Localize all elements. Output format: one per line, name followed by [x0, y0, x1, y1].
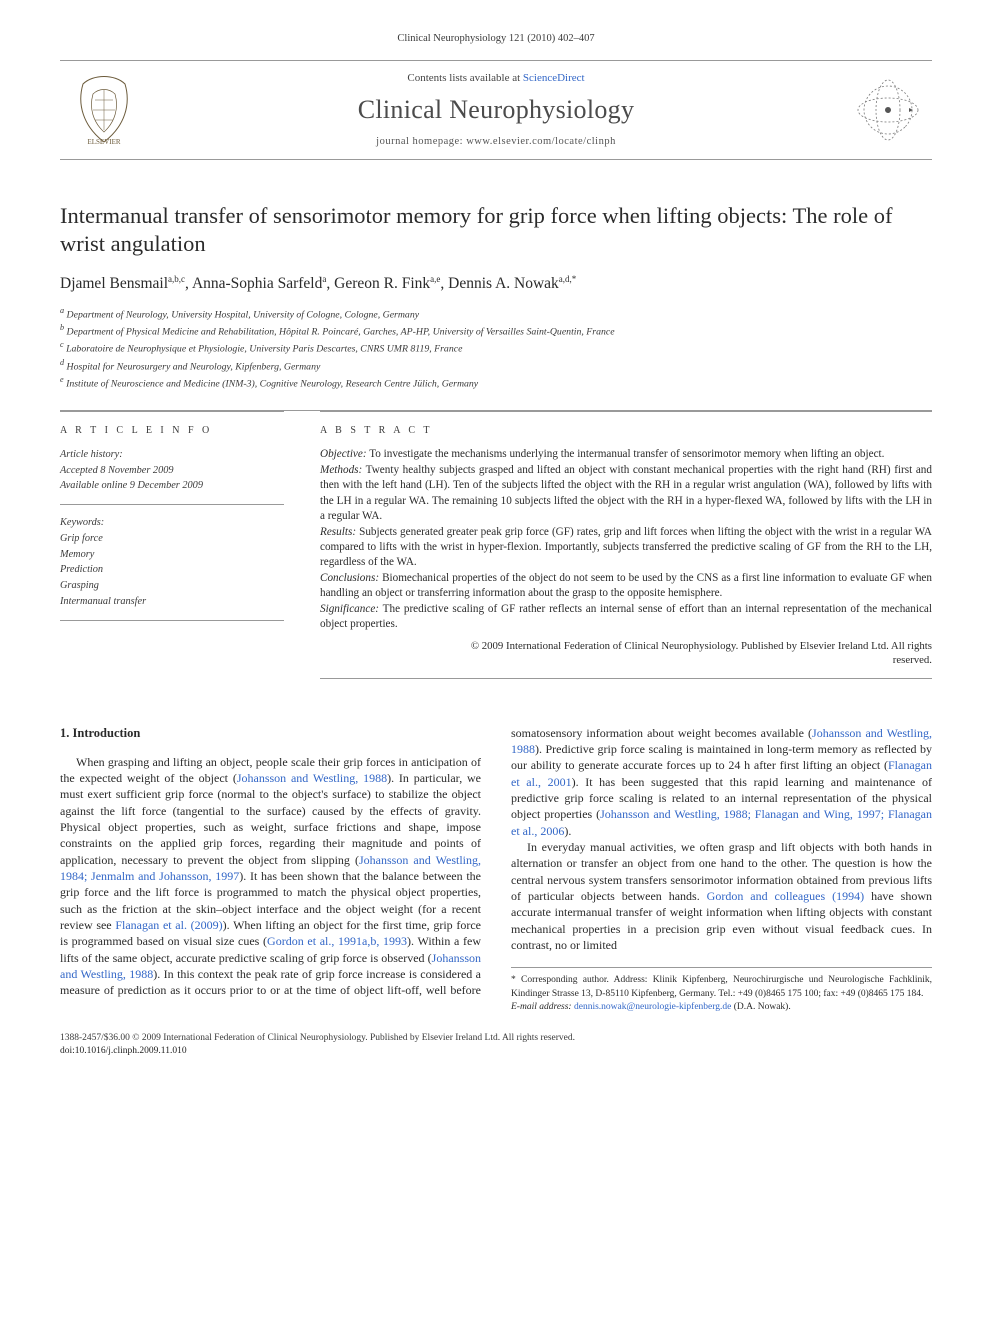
history-head: Article history:	[60, 447, 284, 462]
email-link[interactable]: dennis.nowak@neurologie-kipfenberg.de	[572, 1002, 732, 1012]
contents-line: Contents lists available at ScienceDirec…	[160, 71, 832, 86]
homepage-prefix: journal homepage:	[376, 136, 466, 147]
keywords-list: Grip forceMemoryPredictionGraspingInterm…	[60, 531, 284, 611]
journal-banner: ELSEVIER Contents lists available at Sci…	[60, 61, 932, 159]
banner-bottom-rule	[60, 159, 932, 160]
doi-line: doi:10.1016/j.clinph.2009.11.010	[60, 1045, 932, 1058]
email-label: E-mail address:	[511, 1002, 572, 1012]
history-accepted: Accepted 8 November 2009	[60, 463, 284, 478]
sciencedirect-link[interactable]: ScienceDirect	[523, 72, 585, 84]
journal-name: Clinical Neurophysiology	[160, 92, 832, 127]
keywords-head: Keywords:	[60, 515, 284, 531]
ref-gordon-1991[interactable]: Gordon et al., 1991a,b, 1993	[267, 934, 407, 948]
article-info: A R T I C L E I N F O Article history: A…	[60, 411, 284, 679]
affiliations: a Department of Neurology, University Ho…	[60, 305, 932, 392]
article-info-label: A R T I C L E I N F O	[60, 424, 284, 438]
meta-row: A R T I C L E I N F O Article history: A…	[60, 410, 932, 679]
ref-gordon-1994[interactable]: Gordon and colleagues (1994)	[707, 889, 864, 903]
body-columns: 1. Introduction When grasping and liftin…	[60, 725, 932, 1014]
methods-tag: Methods:	[320, 464, 362, 476]
ref-flanagan-2009[interactable]: Flanagan et al. (2009)	[115, 918, 222, 932]
abstract-label: A B S T R A C T	[320, 424, 932, 438]
copyright-line1: © 2009 International Federation of Clini…	[471, 640, 932, 652]
corresponding-footnote: * Corresponding author. Address: Klinik …	[511, 967, 932, 1014]
keywords-block: Keywords: Grip forceMemoryPredictionGras…	[60, 505, 284, 622]
contents-prefix: Contents lists available at	[407, 72, 522, 84]
history-online: Available online 9 December 2009	[60, 478, 284, 493]
conclusions-tag: Conclusions:	[320, 572, 379, 584]
abstract-copyright: © 2009 International Federation of Clini…	[320, 639, 932, 668]
banner-center: Contents lists available at ScienceDirec…	[160, 71, 832, 149]
results-text: Subjects generated greater peak grip for…	[320, 526, 932, 569]
objective-tag: Objective:	[320, 448, 367, 460]
title-block: Intermanual transfer of sensorimotor mem…	[60, 202, 932, 392]
significance-tag: Significance:	[320, 603, 379, 615]
elsevier-logo: ELSEVIER	[68, 74, 140, 146]
homepage-url: www.elsevier.com/locate/clinph	[466, 136, 616, 147]
objective-text: To investigate the mechanisms underlying…	[367, 448, 885, 460]
results-tag: Results:	[320, 526, 356, 538]
conclusions-text: Biomechanical properties of the object d…	[320, 572, 932, 599]
methods-text: Twenty healthy subjects grasped and lift…	[320, 464, 932, 522]
publisher-name: ELSEVIER	[87, 138, 120, 146]
article-title: Intermanual transfer of sensorimotor mem…	[60, 202, 932, 258]
history-block: Article history: Accepted 8 November 200…	[60, 447, 284, 504]
email-tail: (D.A. Nowak).	[731, 1002, 790, 1012]
abstract-body: Objective: To investigate the mechanisms…	[320, 447, 932, 668]
society-logo	[852, 74, 924, 146]
running-head: Clinical Neurophysiology 121 (2010) 402–…	[60, 32, 932, 46]
author-list: Djamel Bensmaila,b,c, Anna-Sophia Sarfel…	[60, 273, 932, 295]
issn-line: 1388-2457/$36.00 © 2009 International Fe…	[60, 1032, 932, 1045]
intro-heading: 1. Introduction	[60, 725, 481, 742]
ref-johansson-1988a[interactable]: Johansson and Westling, 1988	[237, 771, 387, 785]
intro-p3: In everyday manual activities, we often …	[511, 839, 932, 953]
corr-label: * Corresponding author.	[511, 975, 609, 985]
homepage-line: journal homepage: www.elsevier.com/locat…	[160, 135, 832, 149]
copyright-line2: reserved.	[893, 654, 932, 666]
abstract: A B S T R A C T Objective: To investigat…	[320, 411, 932, 679]
abstract-bottom-rule	[320, 678, 932, 679]
significance-text: The predictive scaling of GF rather refl…	[320, 603, 932, 630]
page-footer: 1388-2457/$36.00 © 2009 International Fe…	[60, 1032, 932, 1058]
